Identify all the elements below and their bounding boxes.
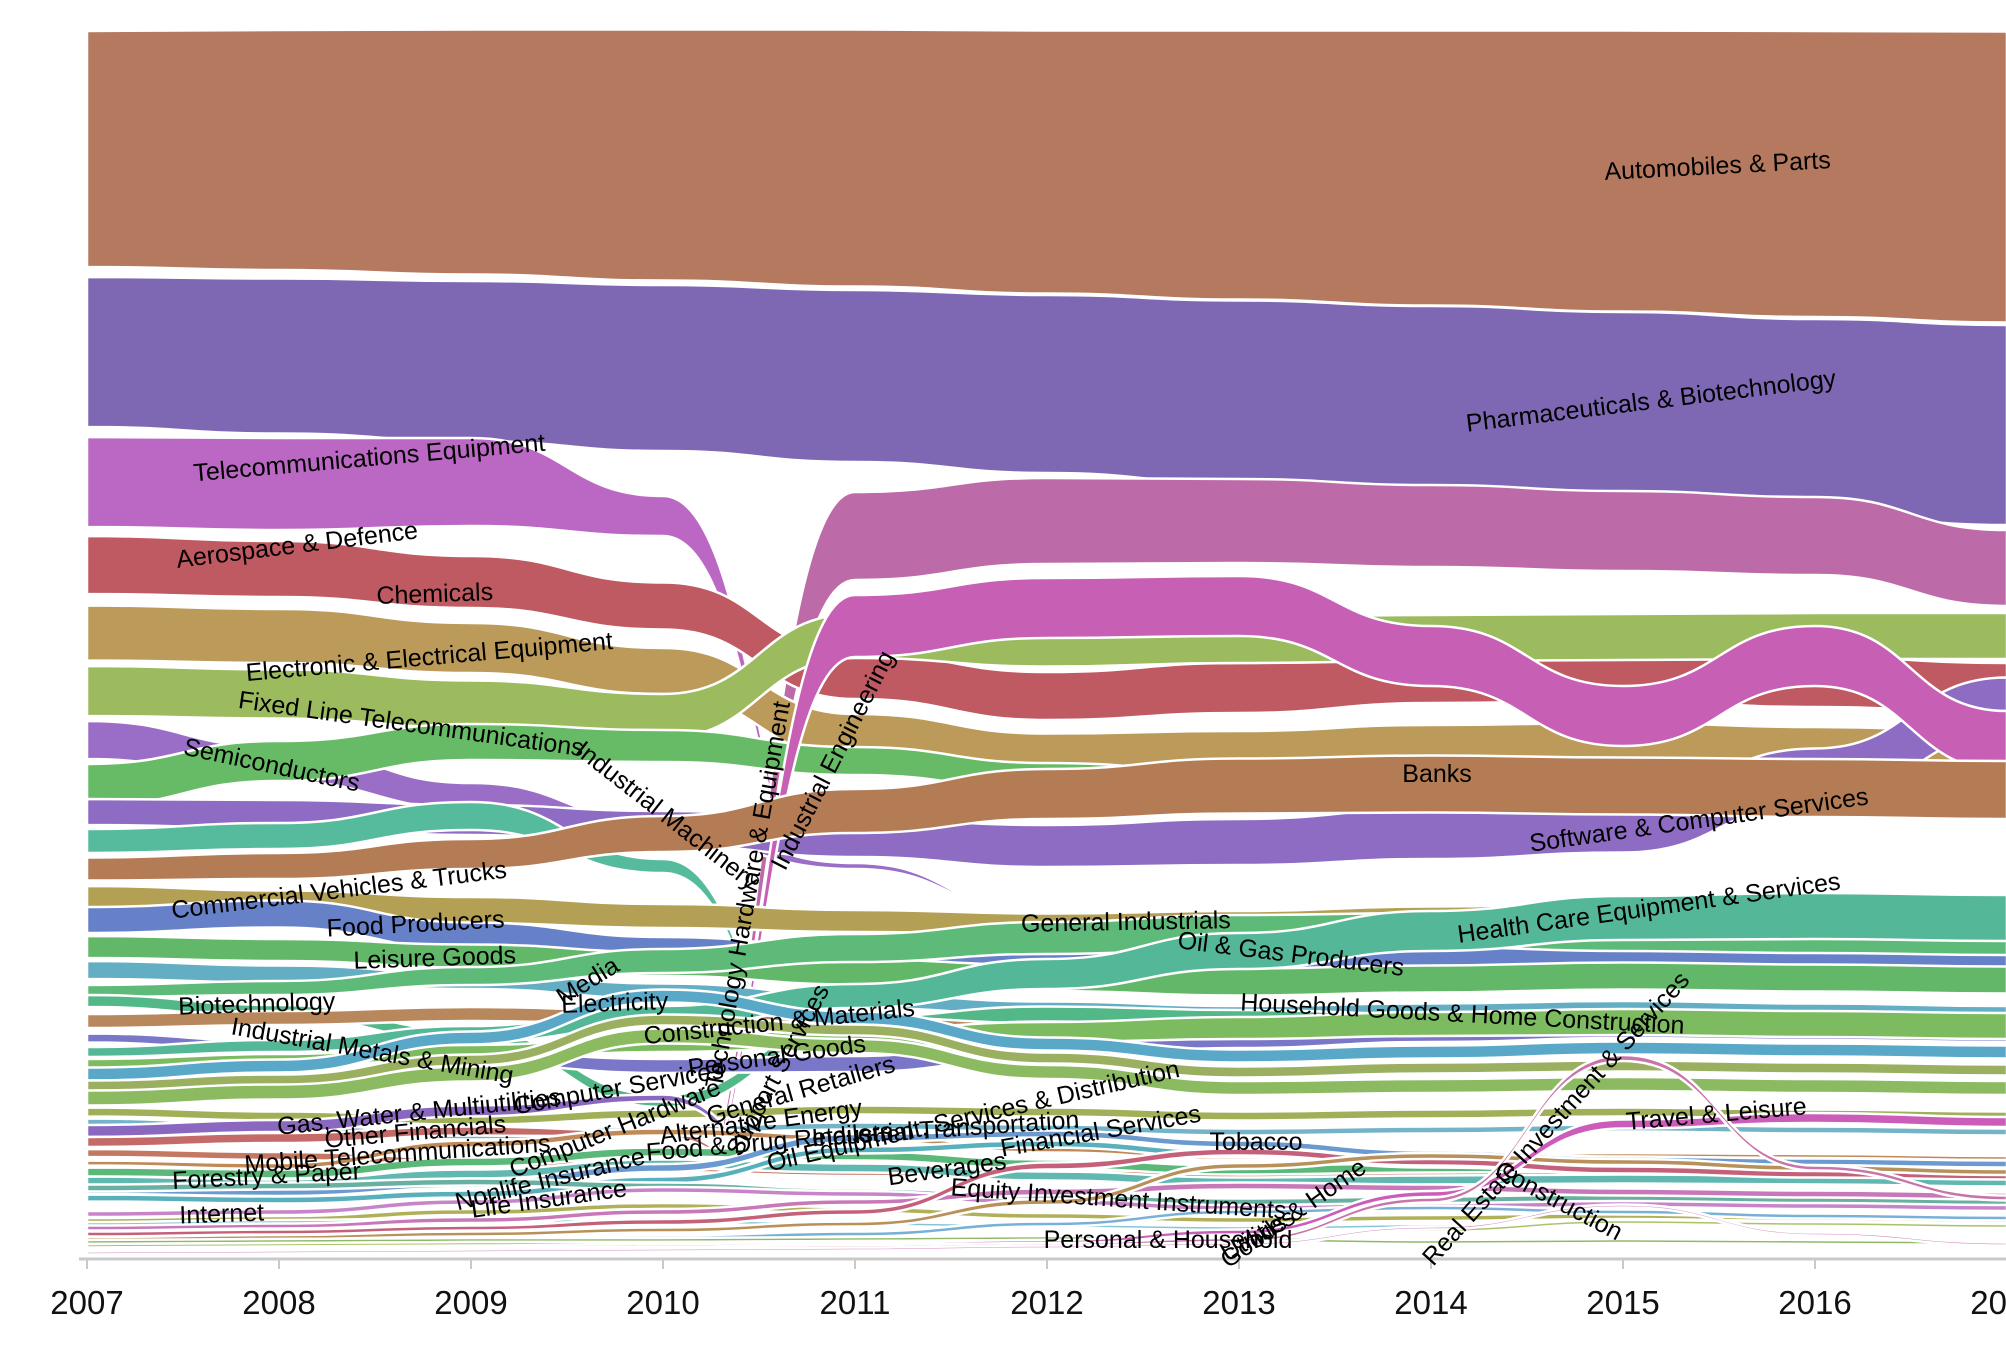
ribbon-tobacco	[85, 1151, 2006, 1243]
axis-year-label-2015: 2015	[1586, 1284, 1659, 1321]
sector-label-leisure-goods: Leisure Goods	[353, 941, 516, 975]
streamgraph-canvas: 2007 2008 2009 2010 2011 2012 2013 2014 2015 2016…	[50, 28, 2006, 1321]
axis-year-label-2007: 2007	[50, 1284, 123, 1321]
ribbon-beverages	[85, 1181, 2006, 1232]
sector-label-general-industrials: General Industrials	[1021, 906, 1231, 938]
sector-label-personal-household: Personal & Household	[1044, 1226, 1293, 1254]
axis-year-label-2017: 2017	[1970, 1284, 2006, 1321]
sector-label-biotechnology: Biotechnology	[178, 987, 336, 1020]
ribbon-computer-hardware	[85, 1125, 856, 1273]
axis-year-label-2016: 2016	[1778, 1284, 1851, 1321]
x-axis: 2007 2008 2009 2010 2011 2012 2013 2014 2015 2016…	[50, 1257, 2006, 1321]
axis-year-label-2013: 2013	[1202, 1284, 1275, 1321]
axis-year-label-2012: 2012	[1010, 1284, 1083, 1321]
sector-label-tobacco: Tobacco	[1209, 1128, 1302, 1156]
ribbon-financial-services	[85, 1147, 2006, 1238]
sector-label-internet: Internet	[179, 1199, 265, 1230]
ribbon-construction	[85, 1203, 2006, 1256]
ribbon-technology-hardware-equipment	[662, 476, 2006, 1258]
ribbon-automobiles-parts	[85, 28, 2006, 324]
ribbon-industrial-engineering	[662, 574, 2006, 1258]
streamgraph-figure: 2007 2008 2009 2010 2011 2012 2013 2014 2015 2016…	[40, 16, 2006, 1348]
axis-year-label-2014: 2014	[1394, 1284, 1467, 1321]
ribbon-construction-materials	[85, 1027, 2006, 1107]
sector-label-chemicals: Chemicals	[376, 578, 494, 610]
ribbon-electricity	[85, 1013, 2006, 1093]
stream-ribbons-layer	[85, 28, 2006, 1273]
axis-year-label-2011: 2011	[820, 1284, 891, 1321]
axis-year-label-2009: 2009	[434, 1284, 507, 1321]
ribbon-banks	[85, 754, 2006, 882]
sector-label-electricity: Electricity	[561, 987, 669, 1019]
axis-year-label-2010: 2010	[626, 1284, 699, 1321]
ribbon-electronic-electrical-equipment	[85, 611, 2006, 740]
ribbon-pharmaceuticals-biotechnology	[85, 275, 2006, 527]
sector-label-banks: Banks	[1402, 760, 1471, 788]
ribbon-media	[85, 988, 2006, 1082]
axis-year-label-2008: 2008	[242, 1284, 315, 1321]
